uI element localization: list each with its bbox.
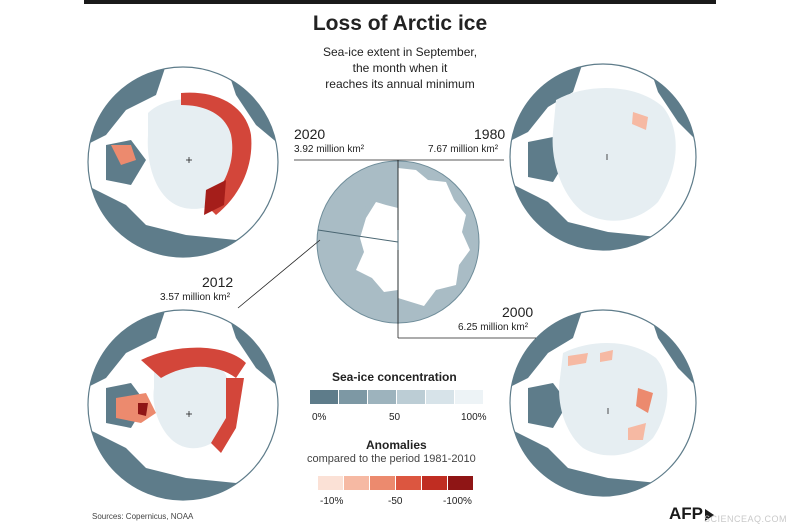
concentration-swatch-3 [397,390,426,404]
extent-label-1980: 7.67 million km² [428,144,499,155]
anomalies-tick-50: -50 [388,496,403,507]
map-2000 [509,309,697,497]
map-2020 [87,66,279,258]
subtitle: Sea-ice extent in September, the month w… [290,44,510,92]
subtitle-line-3: reaches its annual minimum [325,77,475,91]
subtitle-line-1: Sea-ice extent in September, [322,45,478,59]
afp-arrow-icon [705,509,714,521]
concentration-tick-50: 50 [389,412,401,423]
anomalies-legend-subtitle: compared to the period 1981-2010 [307,453,476,465]
anomalies-tick-10: -10% [320,496,344,507]
concentration-tick-0: 0% [312,412,327,423]
extent-label-2012: 3.57 million km² [160,292,231,303]
anomalies-swatch-1 [344,476,370,490]
extent-label-2000: 6.25 million km² [458,322,529,333]
year-label-2000: 2000 [502,304,534,320]
concentration-colorbar [310,390,484,404]
extent-label-2020: 3.92 million km² [294,144,365,155]
source-note: Sources: Copernicus, NOAA [92,512,194,521]
concentration-swatch-5 [455,390,484,404]
watermark: SCIENCEAQ.COM [704,514,788,524]
concentration-swatch-2 [368,390,397,404]
afp-logo: AFP [669,504,703,523]
anomalies-swatch-5 [448,476,474,490]
anomalies-legend-title: Anomalies [366,438,427,452]
year-label-1980: 1980 [474,126,506,142]
anomalies-swatch-3 [396,476,422,490]
page-title: Loss of Arctic ice [312,12,488,35]
map-1980 [509,63,697,251]
concentration-legend-title: Sea-ice concentration [332,370,457,384]
concentration-swatch-0 [310,390,339,404]
top-rule [84,0,716,4]
year-label-2012: 2012 [202,274,234,290]
anomalies-swatch-0 [318,476,344,490]
map-2012 [87,309,279,501]
inset-extent-comparison [316,160,480,324]
concentration-swatch-4 [426,390,455,404]
subtitle-line-2: the month when it [352,61,448,75]
anomalies-tick-100: -100% [443,496,472,507]
anomalies-swatch-2 [370,476,396,490]
anomalies-colorbar [318,476,474,490]
concentration-tick-100: 100% [461,412,487,423]
year-label-2020: 2020 [294,126,326,142]
concentration-swatch-1 [339,390,368,404]
anomalies-swatch-4 [422,476,448,490]
